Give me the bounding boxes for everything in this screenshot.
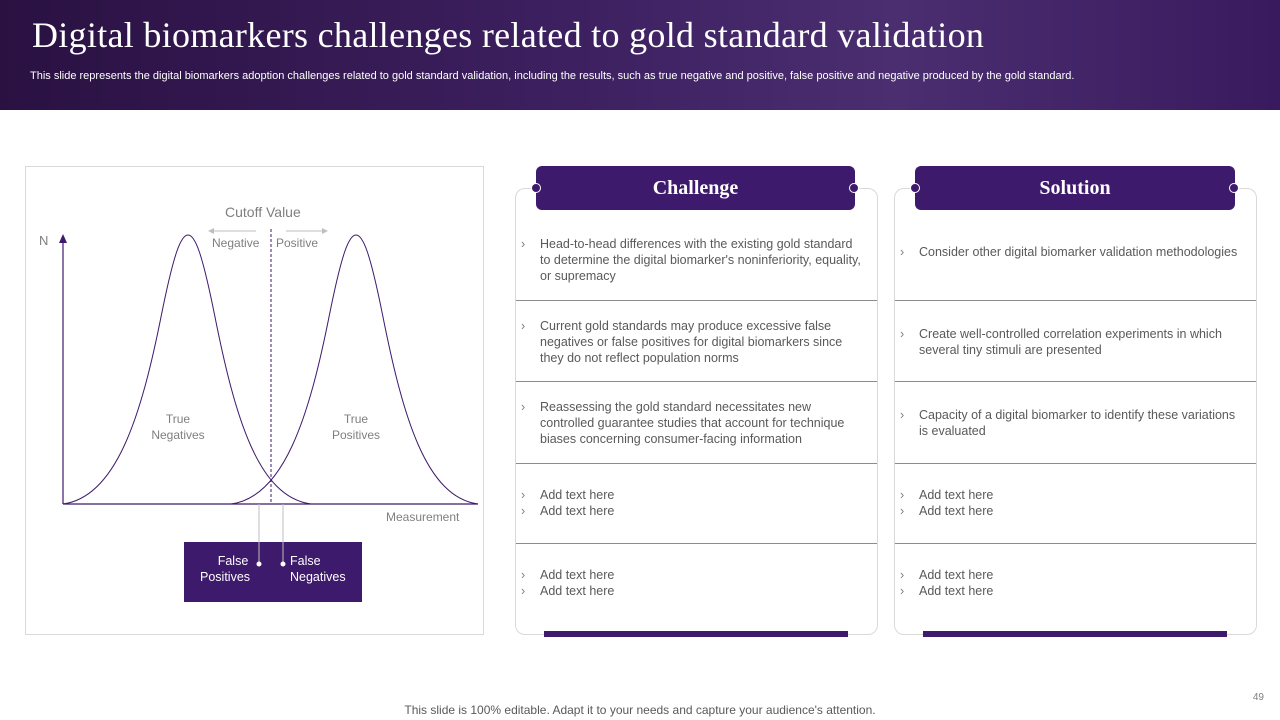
solution-bottom-bar: [923, 631, 1227, 637]
solution-row-2: Create well-controlled correlation exper…: [895, 300, 1256, 381]
challenge-row-4: Add text here Add text here: [516, 463, 877, 543]
false-positives-dot: [256, 561, 262, 567]
solution-left-dot: [910, 183, 920, 193]
distribution-curves: [59, 228, 479, 563]
challenge-row-2: Current gold standards may produce exces…: [516, 300, 877, 381]
false-positives-label: False Positives: [200, 553, 250, 585]
negative-curve: [62, 234, 312, 505]
true-negatives-line1: True: [165, 412, 191, 426]
challenge-item: Current gold standards may produce exces…: [521, 318, 861, 366]
false-negatives-line2: Negatives: [290, 570, 346, 584]
true-positives-label: True Positives: [322, 411, 390, 443]
positive-curve: [230, 234, 479, 505]
solution-row-5: Add text here Add text here: [895, 543, 1256, 635]
y-axis-arrow: [59, 234, 67, 243]
solution-item: Create well-controlled correlation exper…: [900, 326, 1240, 358]
challenge-left-dot: [531, 183, 541, 193]
challenge-heading: Challenge: [536, 166, 855, 210]
solution-row-3: Capacity of a digital biomarker to ident…: [895, 381, 1256, 463]
page-number: 49: [1252, 692, 1264, 703]
solution-item: Capacity of a digital biomarker to ident…: [900, 407, 1240, 439]
false-positives-line1: False: [217, 554, 249, 568]
challenge-item: Reassessing the gold standard necessitat…: [521, 399, 861, 447]
challenge-item: Add text here: [521, 567, 861, 583]
solution-heading: Solution: [915, 166, 1235, 210]
cutoff-value-label: Cutoff Value: [225, 204, 301, 220]
solution-panel: Consider other digital biomarker validat…: [894, 188, 1257, 635]
false-results-box: False Positives False Negatives: [184, 542, 362, 602]
true-negatives-line2: Negatives: [151, 428, 205, 442]
true-positives-line2: Positives: [331, 428, 381, 442]
challenge-bottom-bar: [544, 631, 848, 637]
challenge-item: Add text here: [521, 503, 861, 519]
solution-item: Add text here: [900, 503, 1240, 519]
challenge-item: Add text here: [521, 487, 861, 503]
false-negatives-line1: False: [290, 554, 321, 568]
challenge-right-dot: [849, 183, 859, 193]
solution-item: Add text here: [900, 583, 1240, 599]
challenge-row-5: Add text here Add text here: [516, 543, 877, 635]
solution-item: Add text here: [900, 487, 1240, 503]
slide-header: Digital biomarkers challenges related to…: [0, 0, 1280, 110]
false-negatives-dot: [280, 561, 286, 567]
challenge-panel: Head-to-head differences with the existi…: [515, 188, 878, 635]
solution-item: Add text here: [900, 567, 1240, 583]
slide-subtitle: This slide represents the digital biomar…: [30, 70, 1075, 82]
positive-label: Positive: [276, 236, 319, 250]
solution-row-4: Add text here Add text here: [895, 463, 1256, 543]
solution-row-1: Consider other digital biomarker validat…: [895, 189, 1256, 300]
true-positives-line1: True: [343, 412, 369, 426]
distribution-diagram: Cutoff Value Negative Positive N Measure…: [25, 166, 484, 635]
false-negatives-label: False Negatives: [290, 553, 346, 585]
solution-item: Consider other digital biomarker validat…: [900, 244, 1240, 260]
negative-label: Negative: [212, 236, 260, 250]
footer-note: This slide is 100% editable. Adapt it to…: [404, 703, 876, 717]
challenge-row-3: Reassessing the gold standard necessitat…: [516, 381, 877, 463]
slide-title: Digital biomarkers challenges related to…: [32, 15, 985, 55]
challenge-row-1: Head-to-head differences with the existi…: [516, 189, 877, 300]
x-axis-label: Measurement: [386, 510, 460, 524]
false-positives-line2: Positives: [200, 570, 251, 584]
y-axis-label: N: [39, 233, 49, 248]
challenge-item: Head-to-head differences with the existi…: [521, 236, 861, 284]
solution-right-dot: [1229, 183, 1239, 193]
challenge-item: Add text here: [521, 583, 861, 599]
true-negatives-label: True Negatives: [144, 411, 212, 443]
